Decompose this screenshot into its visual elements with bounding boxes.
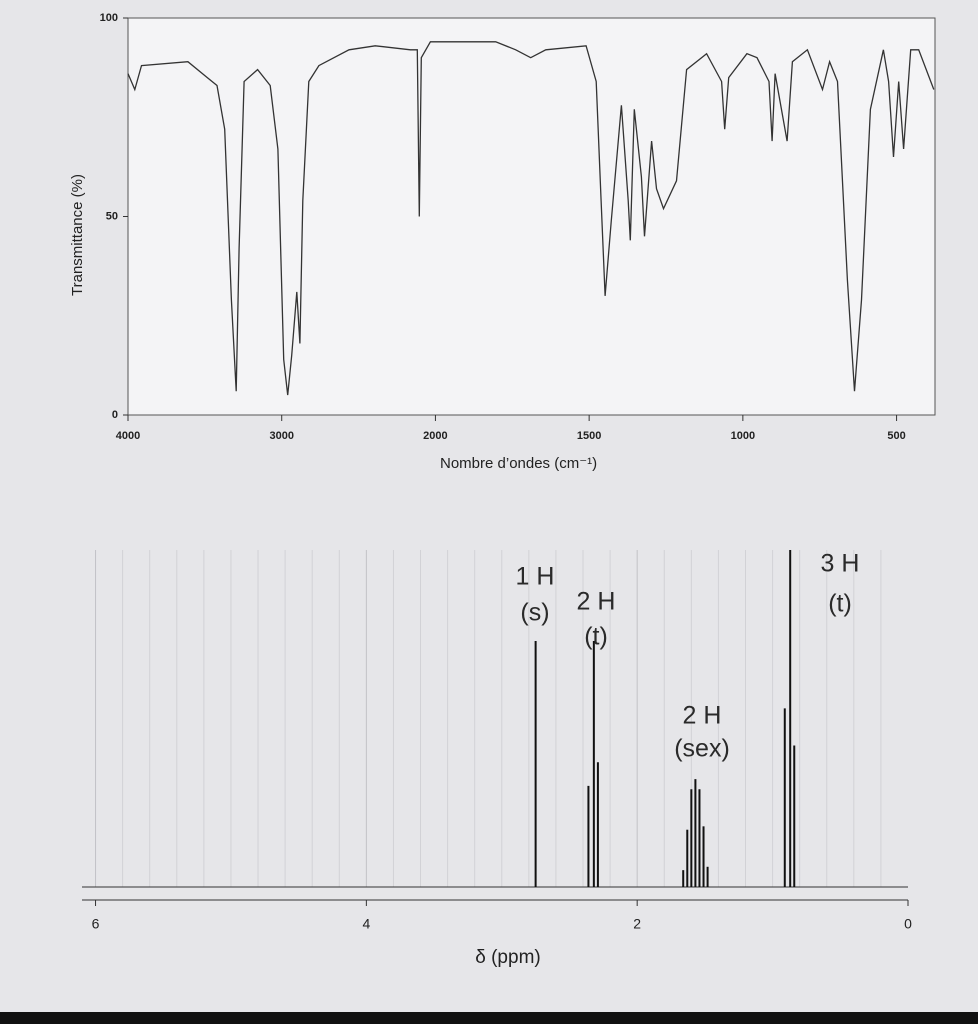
peak-annotation: 3 H <box>821 550 860 578</box>
y-tick-label: 50 <box>106 210 118 222</box>
x-axis-title: Nombre d’ondes (cm⁻¹) <box>440 455 597 472</box>
x-tick-label: 4 <box>362 916 370 932</box>
x-tick-label: 0 <box>904 916 912 932</box>
x-tick-label: 1500 <box>577 430 601 442</box>
peak-annotation: (t) <box>828 590 852 618</box>
x-tick-label: 2000 <box>423 430 447 442</box>
plot-frame <box>127 17 936 416</box>
peak-annotation: (sex) <box>674 735 730 763</box>
x-tick-label: 500 <box>887 430 905 442</box>
y-tick-label: 100 <box>100 12 118 24</box>
peak-annotation: 1 H <box>516 563 555 591</box>
peak-annotation: 2 H <box>683 702 722 730</box>
x-tick-label: 1000 <box>731 430 755 442</box>
screen-edge <box>0 1012 978 1024</box>
y-tick-label: 0 <box>112 409 118 421</box>
x-tick-label: 2 <box>633 916 641 932</box>
peak-annotation: (t) <box>584 623 608 651</box>
x-axis-title: δ (ppm) <box>475 947 540 968</box>
peak-annotation: 2 H <box>577 588 616 616</box>
y-axis-title: Transmittance (%) <box>69 174 86 296</box>
spectrum-line <box>127 41 935 396</box>
x-tick-label: 6 <box>92 916 100 932</box>
x-tick-label: 4000 <box>116 430 140 442</box>
x-tick-label: 3000 <box>269 430 293 442</box>
peak-annotation: (s) <box>520 599 549 627</box>
